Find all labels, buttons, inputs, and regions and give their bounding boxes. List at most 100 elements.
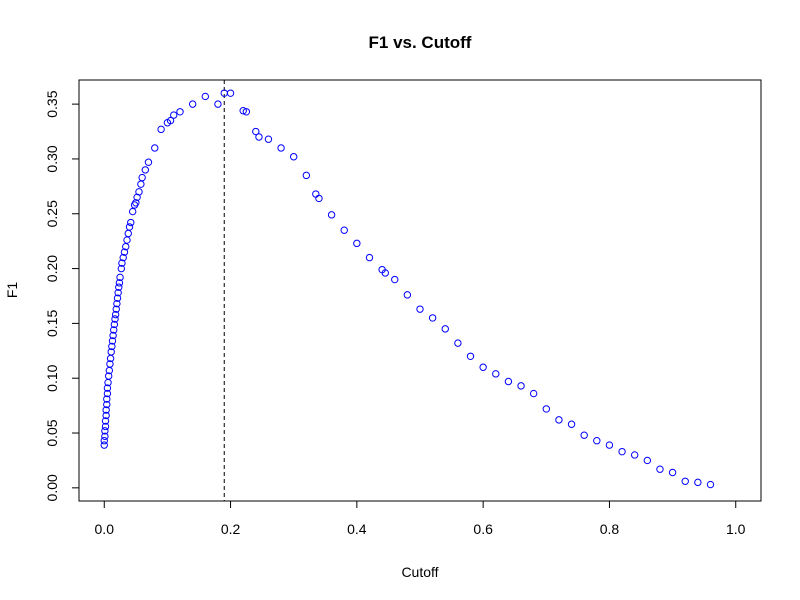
data-point: [101, 427, 109, 435]
y-tick-label: 0.30: [44, 145, 60, 172]
data-point: [132, 199, 140, 207]
data-point: [100, 441, 108, 449]
data-point: [242, 108, 251, 116]
data-point: [381, 269, 389, 277]
data-point: [108, 337, 117, 345]
data-point: [555, 416, 563, 424]
y-axis: 0.00 0.05 0.10 0.15 0.20 0.25 0.30 0.35: [44, 90, 80, 501]
data-point: [106, 360, 114, 368]
data-point: [100, 437, 108, 445]
data-point: [111, 310, 120, 319]
y-tick-label: 0.25: [44, 200, 60, 227]
x-tick-label: 0.4: [347, 521, 367, 537]
data-point: [101, 422, 110, 431]
data-points: [100, 89, 715, 489]
data-point: [403, 291, 412, 299]
data-point: [112, 305, 120, 313]
data-point: [101, 417, 110, 425]
data-point: [264, 135, 273, 143]
data-point: [102, 411, 110, 420]
data-point: [114, 288, 122, 297]
data-point: [113, 294, 122, 302]
data-point: [103, 384, 112, 392]
y-tick-label: 0.05: [44, 419, 60, 446]
data-point: [119, 253, 127, 262]
x-axis-label: Cutoff: [401, 564, 438, 580]
data-point: [176, 108, 184, 116]
data-point: [479, 363, 487, 371]
data-point: [681, 477, 689, 485]
y-tick-label: 0.15: [44, 310, 60, 337]
data-point: [290, 153, 298, 161]
data-point: [103, 389, 112, 398]
data-point: [252, 127, 260, 136]
data-point: [706, 480, 715, 489]
data-point: [391, 275, 399, 284]
data-point: [580, 431, 588, 439]
data-point: [124, 229, 132, 238]
data-point: [113, 299, 121, 308]
x-tick-label: 0.8: [600, 521, 620, 537]
data-point: [166, 116, 175, 125]
data-point: [170, 111, 178, 119]
data-point: [188, 100, 197, 108]
data-point: [144, 158, 153, 166]
data-point: [694, 478, 702, 487]
y-tick-label: 0.00: [44, 474, 60, 501]
x-tick-label: 0.0: [95, 521, 115, 537]
y-axis-label: F1: [4, 282, 20, 299]
data-point: [128, 207, 137, 216]
chart-title: F1 vs. Cutoff: [369, 33, 472, 52]
data-point: [593, 437, 601, 445]
data-point: [115, 283, 123, 291]
data-point: [104, 372, 113, 380]
data-point: [365, 253, 374, 262]
data-point: [542, 405, 550, 413]
data-point: [353, 239, 361, 248]
data-point: [504, 377, 513, 386]
data-point: [618, 447, 626, 456]
data-point: [157, 125, 165, 134]
data-point: [315, 194, 323, 203]
data-point: [141, 166, 150, 174]
x-axis: 0.0 0.2 0.4 0.6 0.8 1.0: [95, 500, 746, 537]
data-point: [127, 218, 135, 227]
data-point: [125, 223, 134, 231]
data-point: [117, 264, 126, 273]
data-point: [428, 314, 437, 322]
data-point: [201, 92, 209, 101]
data-point: [151, 144, 159, 152]
data-point: [108, 342, 116, 351]
y-tick-label: 0.10: [44, 364, 60, 391]
data-point: [116, 273, 124, 282]
data-point: [492, 370, 500, 378]
x-tick-label: 0.2: [221, 521, 241, 537]
data-point: [631, 451, 639, 459]
x-tick-label: 1.0: [726, 521, 746, 537]
data-point: [302, 171, 311, 180]
data-point: [123, 236, 131, 244]
data-point: [466, 352, 475, 360]
data-point: [312, 190, 320, 198]
data-point: [605, 441, 614, 449]
data-point: [107, 348, 115, 356]
data-point: [103, 400, 111, 409]
data-point: [656, 465, 664, 473]
data-point: [668, 468, 677, 477]
data-point: [120, 248, 129, 256]
data-point: [255, 133, 263, 141]
data-point: [567, 420, 576, 428]
y-tick-label: 0.35: [44, 90, 60, 117]
data-point: [214, 100, 222, 108]
data-point: [111, 315, 119, 323]
data-point: [277, 144, 285, 152]
data-point: [137, 180, 145, 188]
data-point: [441, 325, 449, 333]
data-point: [643, 456, 652, 465]
data-point: [138, 173, 146, 182]
data-point: [103, 395, 111, 403]
plot-frame: [78, 79, 762, 502]
data-point: [115, 279, 124, 287]
data-point: [102, 406, 110, 414]
